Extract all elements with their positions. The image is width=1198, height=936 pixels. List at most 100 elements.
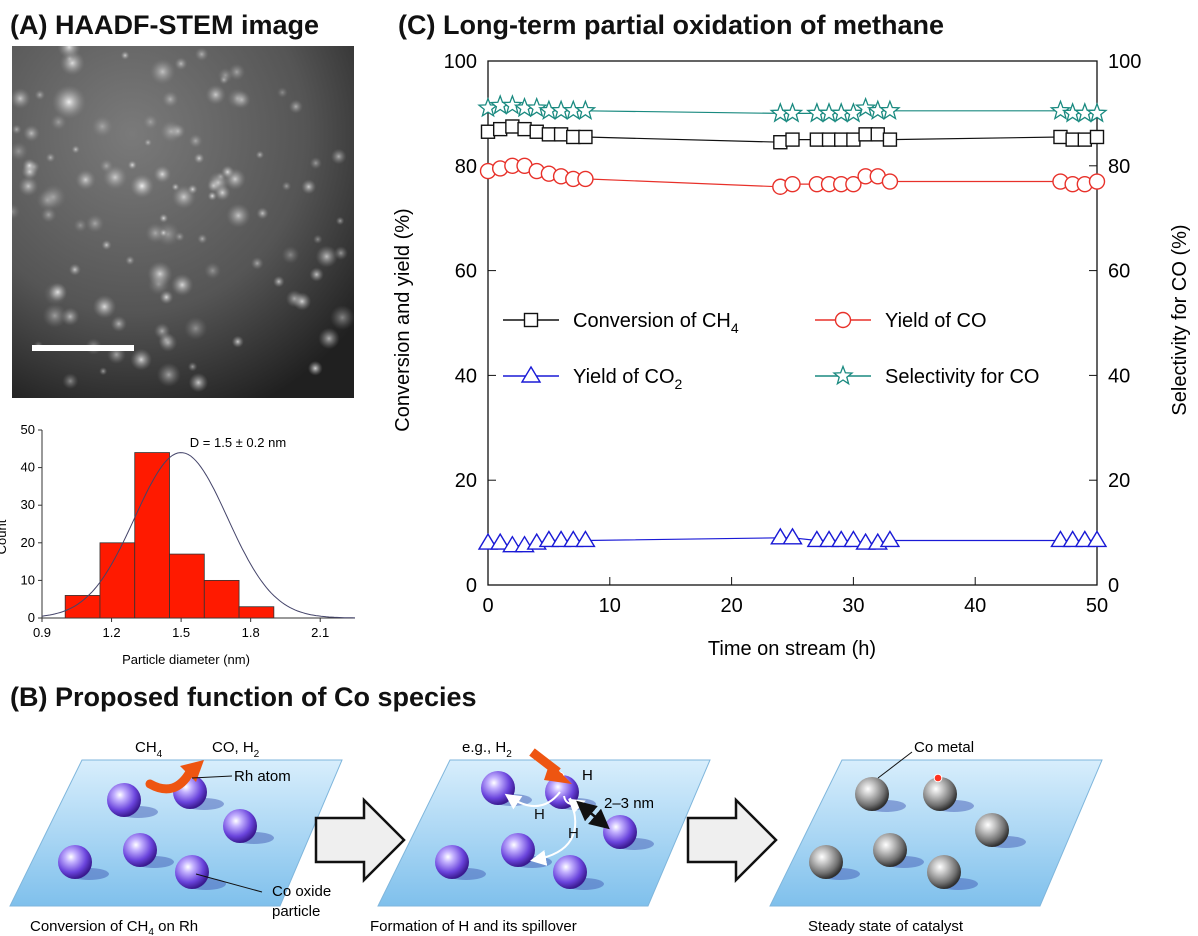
nanoparticle-spot xyxy=(12,203,21,220)
legend-label: Yield of CO xyxy=(885,310,987,332)
co-metal-particle-icon xyxy=(975,813,1009,847)
data-point xyxy=(879,99,901,120)
nanoparticle-spot xyxy=(162,90,179,108)
nanoparticle-spot xyxy=(147,273,170,296)
co-metal-particle-icon xyxy=(873,833,907,867)
nanoparticle-spot xyxy=(288,99,303,114)
y-tick-label-right: 100 xyxy=(1108,51,1141,73)
data-point xyxy=(566,129,581,145)
nanoparticle-spot xyxy=(193,152,205,164)
data-point xyxy=(574,99,597,120)
chart-xlabel: Time on stream (h) xyxy=(708,638,876,660)
data-point xyxy=(1053,129,1068,145)
reaction-arrowhead-icon xyxy=(180,760,204,782)
nanoparticle-spot xyxy=(256,207,269,220)
legend-label: Yield of CO2 xyxy=(573,366,683,392)
data-point xyxy=(1089,129,1105,145)
co-oxide-particle-icon xyxy=(435,845,469,879)
distance-label: 2–3 nm xyxy=(604,795,654,812)
data-point xyxy=(843,530,864,548)
co-oxide-particle-icon xyxy=(603,815,637,849)
nanoparticle-spot xyxy=(68,263,81,276)
data-point xyxy=(541,127,557,142)
data-point xyxy=(550,530,572,548)
nanoparticle-spot xyxy=(220,165,235,179)
nanoparticle-spot xyxy=(12,124,22,135)
y-tick-label-right: 20 xyxy=(1108,470,1130,492)
data-point xyxy=(477,532,499,550)
nanoparticle-spot xyxy=(130,174,154,198)
nanoparticle-spot xyxy=(22,158,37,173)
co-metal-leader-line xyxy=(877,751,913,779)
x-tick-label: 50 xyxy=(1086,595,1108,617)
nanoparticle-spot xyxy=(187,361,198,372)
nanoparticle-spot xyxy=(171,273,194,296)
data-point xyxy=(830,530,852,548)
data-point xyxy=(870,127,885,142)
data-point xyxy=(525,96,548,118)
data-point xyxy=(845,175,862,193)
nanoparticle-spot xyxy=(335,216,345,226)
scale-bar xyxy=(32,345,134,351)
nanoparticle-spot xyxy=(50,114,67,131)
co-metal-label: Co metal xyxy=(914,739,974,756)
stem-micrograph xyxy=(12,46,354,398)
nanoparticle-spot xyxy=(281,181,292,191)
data-point xyxy=(480,124,496,139)
co-metal-particle-icon xyxy=(809,845,843,879)
nanoparticle-spot xyxy=(101,239,112,251)
nanoparticle-spot xyxy=(301,179,317,195)
y-tick-label-left: 40 xyxy=(455,365,477,387)
y-tick-label-right: 80 xyxy=(1108,156,1130,178)
co-oxide-particle-icon xyxy=(223,809,257,843)
data-point xyxy=(785,132,800,147)
support-plane-2 xyxy=(377,759,711,907)
data-point xyxy=(882,132,898,147)
nanoparticle-spot xyxy=(18,176,39,197)
nanoparticle-spot xyxy=(153,165,172,184)
histogram-x-tick-label: 0.9 xyxy=(33,625,51,640)
histogram-x-tick-label: 1.8 xyxy=(242,625,260,640)
co-oxide-particle-icon xyxy=(481,771,515,805)
gaussian-fit-curve xyxy=(41,452,356,619)
nanoparticle-spot xyxy=(125,255,135,266)
nanoparticle-spot xyxy=(22,124,40,142)
nanoparticle-spot xyxy=(273,275,285,288)
nanoparticle-spot xyxy=(226,203,251,228)
nanoparticle-spot xyxy=(52,85,86,119)
histogram-bar xyxy=(238,606,275,619)
data-point xyxy=(858,127,873,142)
x-tick-label: 0 xyxy=(482,595,493,617)
data-point xyxy=(881,173,899,190)
data-point xyxy=(505,119,520,134)
nanoparticle-spot xyxy=(160,120,182,143)
histogram-annotation: D = 1.5 ± 0.2 nm xyxy=(190,435,286,450)
y-tick-label-left: 0 xyxy=(466,575,477,597)
nanoparticle-spot xyxy=(188,133,203,148)
nanoparticle-spot xyxy=(85,214,105,233)
y-tick-label-right: 60 xyxy=(1108,261,1130,283)
caption-1: Conversion of CH4 on Rh xyxy=(30,918,198,936)
distance-arrow xyxy=(576,800,610,830)
nanoparticle-spot xyxy=(158,213,169,223)
y-tick-label-right: 0 xyxy=(1108,575,1119,597)
data-point xyxy=(1062,530,1083,548)
nanoparticle-spot xyxy=(309,267,324,282)
histogram-bar xyxy=(203,579,240,619)
data-point xyxy=(809,132,825,147)
nanoparticle-spot xyxy=(155,222,181,247)
histogram-xlabel: Particle diameter (nm) xyxy=(122,652,250,667)
caption-3: Steady state of catalyst xyxy=(808,918,964,935)
y-tick-label-left: 20 xyxy=(455,470,477,492)
co-oxide-label-2: particle xyxy=(272,903,320,920)
histogram-y-tick-label: 30 xyxy=(21,497,35,512)
data-point xyxy=(782,527,803,545)
h-label-3: H xyxy=(568,825,579,842)
nanoparticle-spot xyxy=(120,50,130,60)
h-label-1: H xyxy=(582,767,593,784)
nanoparticle-spot xyxy=(36,189,59,211)
nanoparticle-spot xyxy=(276,87,288,98)
y-tick-label-left: 60 xyxy=(455,261,477,283)
nanoparticle-spot xyxy=(255,150,265,160)
